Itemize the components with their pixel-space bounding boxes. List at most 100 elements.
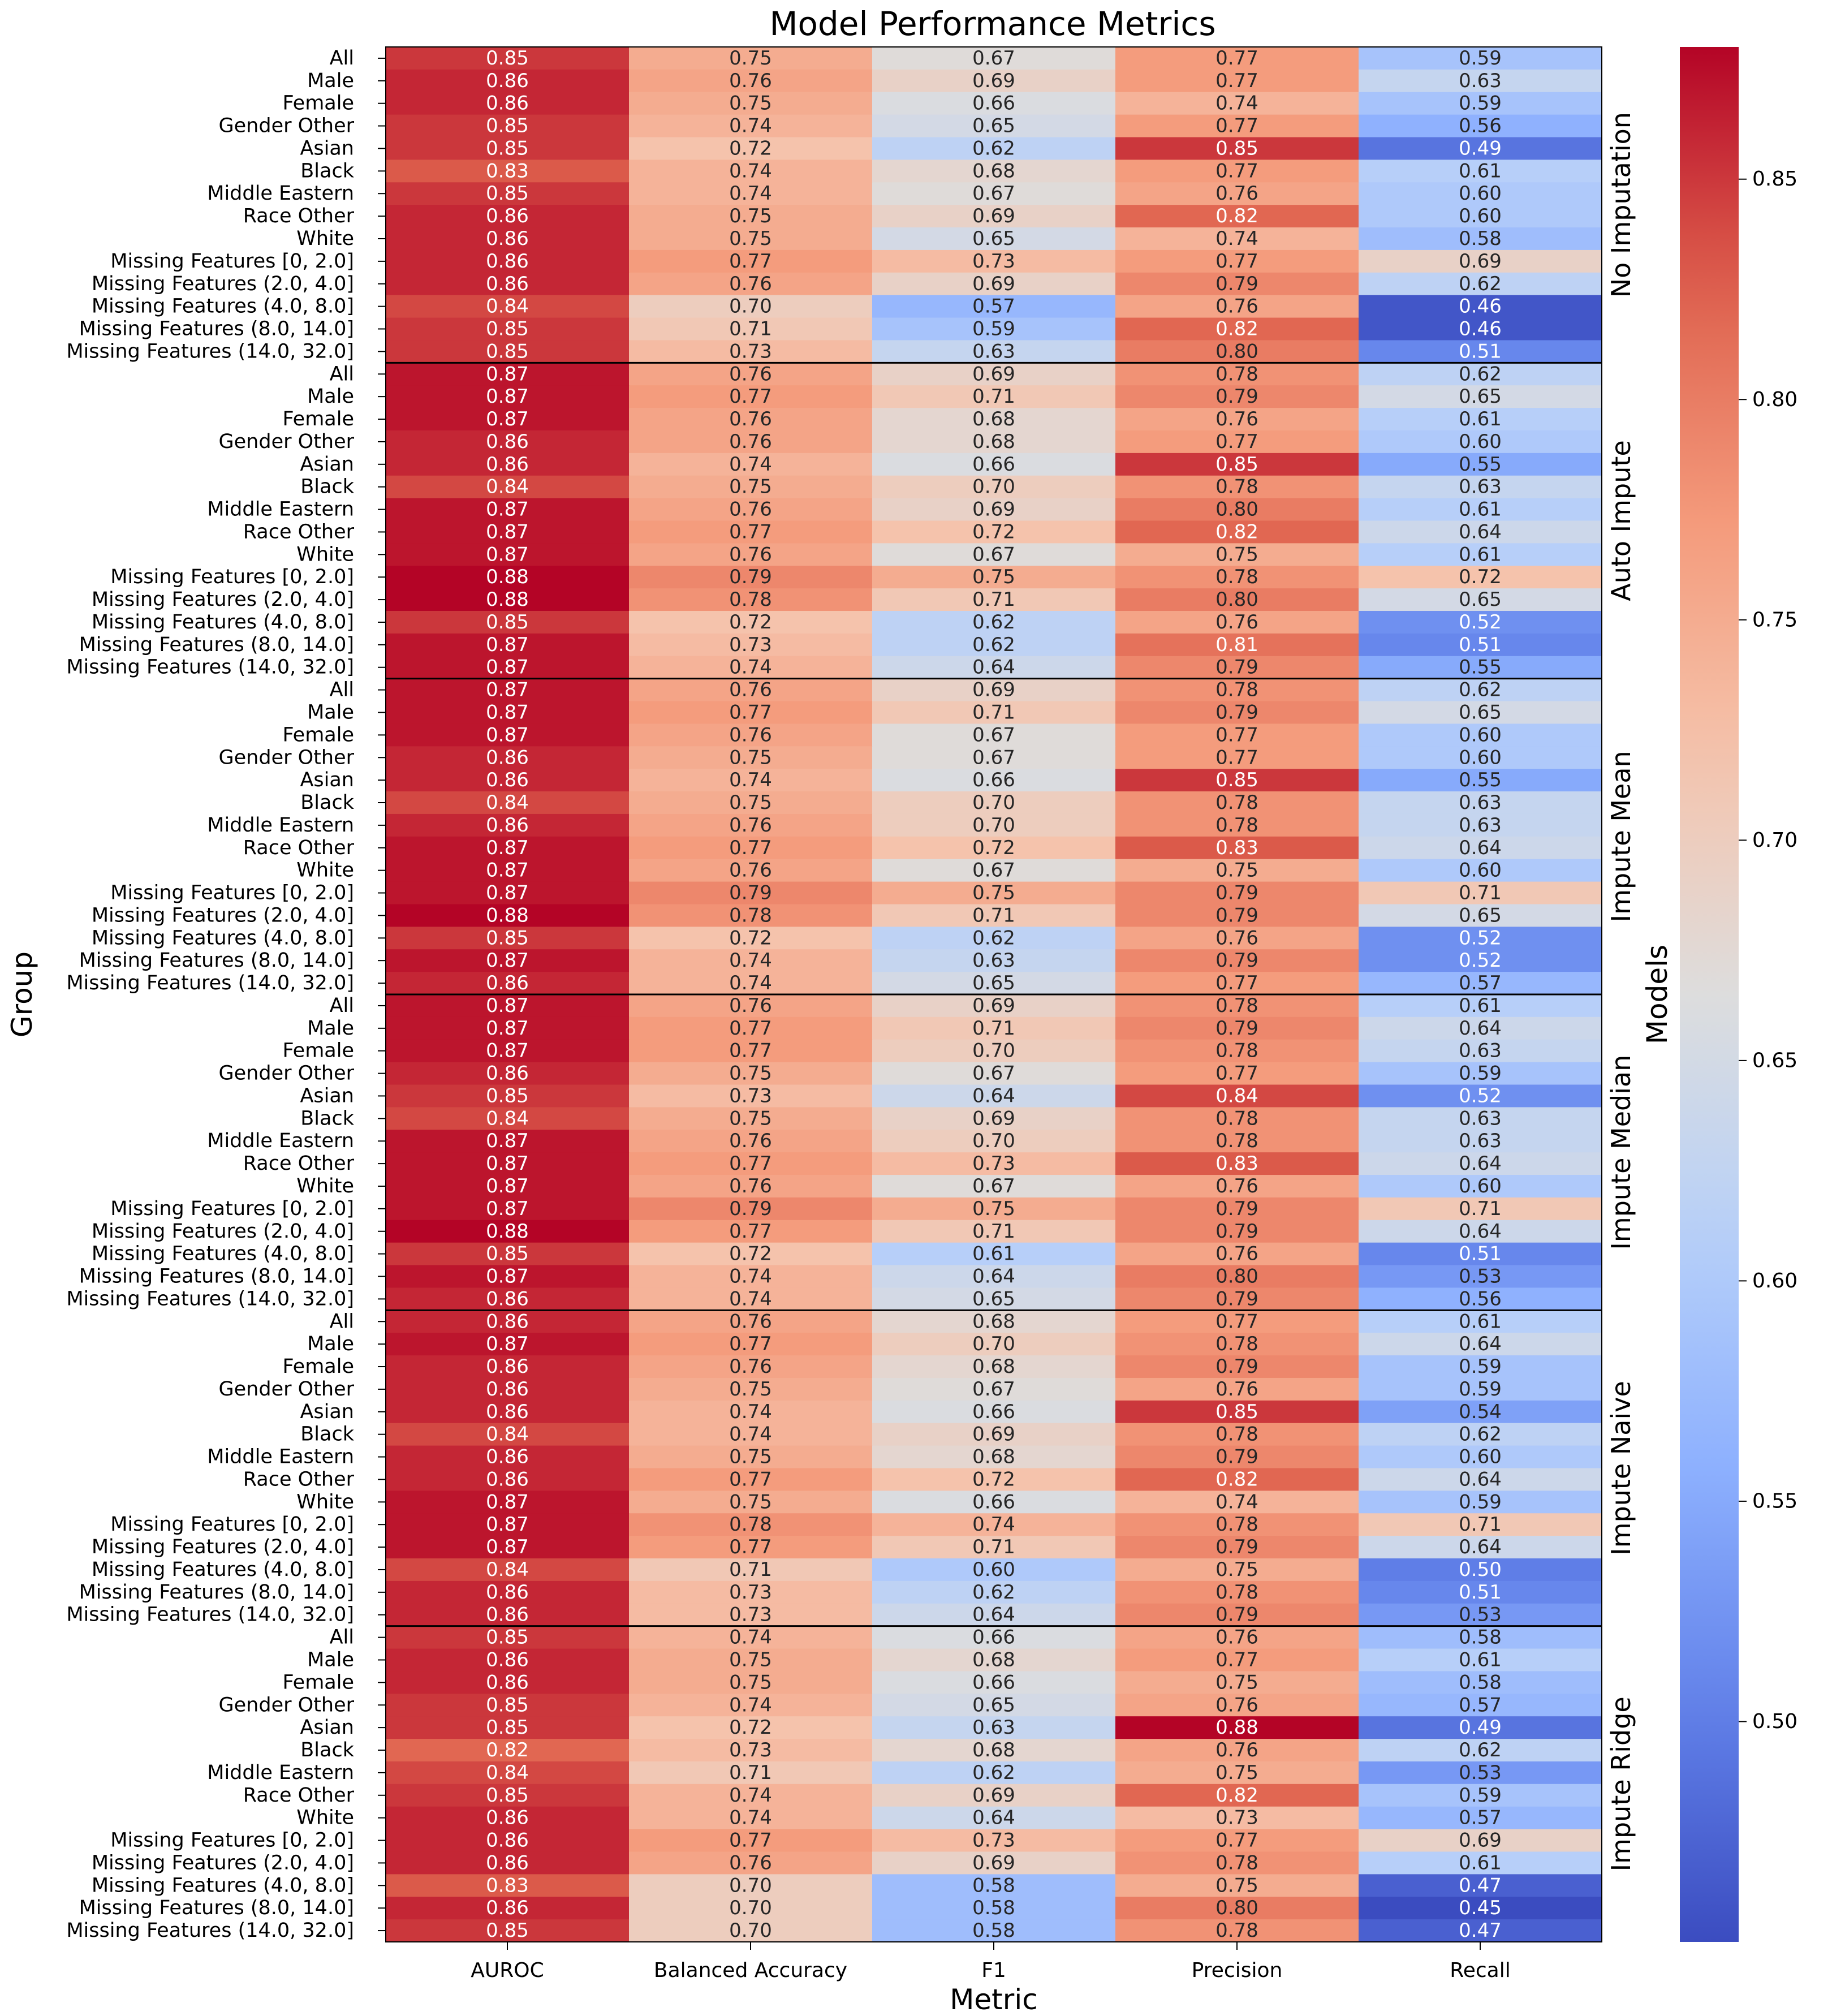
cell-value-label: 0.87 <box>486 859 529 882</box>
heatmap-cell <box>386 1220 630 1243</box>
heatmap-cell <box>872 904 1116 927</box>
group-tick-label: Missing Features (14.0, 32.0] <box>66 340 354 363</box>
cell-value-label: 0.85 <box>486 47 529 70</box>
heatmap-cell <box>386 1580 630 1604</box>
heatmap-cell <box>386 949 630 972</box>
cell-value-label: 0.60 <box>1459 1446 1502 1468</box>
cell-value-label: 0.77 <box>1215 1648 1258 1671</box>
cell-value-label: 0.77 <box>729 1040 772 1062</box>
heatmap-cell <box>1115 1333 1359 1356</box>
cell-value-label: 0.76 <box>1215 1739 1258 1761</box>
cell-value-label: 0.79 <box>1215 701 1258 723</box>
cell-value-label: 0.77 <box>729 1220 772 1243</box>
heatmap-cell <box>872 859 1116 882</box>
heatmap-cell <box>872 813 1116 837</box>
heatmap-cell <box>386 1558 630 1582</box>
cell-value-label: 0.86 <box>486 70 529 92</box>
heatmap-cell <box>629 1175 873 1198</box>
heatmap-cell <box>1359 1287 1602 1311</box>
cell-value-label: 0.64 <box>1459 1536 1502 1558</box>
cell-value-label: 0.75 <box>1215 859 1258 882</box>
group-tick-label: All <box>330 1310 354 1333</box>
heatmap-cell <box>386 859 630 882</box>
cell-value-label: 0.79 <box>729 1197 772 1220</box>
heatmap-cell <box>629 363 873 386</box>
cell-value-label: 0.71 <box>729 1761 772 1784</box>
cell-value-label: 0.87 <box>486 1017 529 1040</box>
cell-value-label: 0.78 <box>1215 476 1258 498</box>
cell-value-label: 0.74 <box>729 1694 772 1716</box>
heatmap-cell <box>1115 227 1359 251</box>
heatmap-cell <box>386 746 630 769</box>
heatmap-cell <box>1359 1761 1602 1785</box>
heatmap-cell <box>872 1536 1116 1559</box>
cell-value-label: 0.53 <box>1459 1604 1502 1626</box>
heatmap-cell <box>629 949 873 972</box>
heatmap-cell <box>629 1084 873 1108</box>
heatmap-cell <box>629 47 873 70</box>
cell-value-label: 0.47 <box>1459 1919 1502 1942</box>
heatmap-cell <box>1359 927 1602 950</box>
heatmap-cell <box>629 430 873 454</box>
heatmap-cell <box>1115 1694 1359 1717</box>
cell-value-label: 0.79 <box>1215 904 1258 927</box>
heatmap-cell <box>1359 543 1602 566</box>
heatmap-cell <box>1115 272 1359 296</box>
cell-value-label: 0.87 <box>486 1175 529 1197</box>
cell-value-label: 0.69 <box>972 994 1015 1017</box>
cell-value-label: 0.72 <box>972 520 1015 543</box>
heatmap-cell <box>872 317 1116 341</box>
heatmap-cell <box>386 249 630 273</box>
cell-value-label: 0.68 <box>972 430 1015 453</box>
cell-value-label: 0.70 <box>729 1919 772 1942</box>
group-tick-label: White <box>296 1175 354 1197</box>
heatmap-cell <box>1359 1468 1602 1491</box>
heatmap-cell <box>1115 430 1359 454</box>
cell-value-label: 0.64 <box>1459 1333 1502 1355</box>
colorbar-tick-label: 0.85 <box>1752 167 1797 191</box>
heatmap-cell <box>1359 566 1602 589</box>
heatmap-cell <box>629 881 873 905</box>
heatmap-cell <box>386 1130 630 1153</box>
heatmap-cell <box>386 430 630 454</box>
heatmap-cell <box>629 588 873 611</box>
heatmap-cell <box>386 1084 630 1108</box>
cell-value-label: 0.76 <box>1215 1243 1258 1265</box>
cell-value-label: 0.68 <box>972 1446 1015 1468</box>
cell-value-label: 0.78 <box>1215 1851 1258 1874</box>
cell-value-label: 0.62 <box>1459 1739 1502 1761</box>
cell-value-label: 0.62 <box>972 137 1015 160</box>
heatmap-cell <box>1359 227 1602 251</box>
metric-tick-label: Precision <box>1192 1959 1283 1982</box>
cell-value-label: 0.78 <box>1215 1919 1258 1942</box>
heatmap-cell <box>872 791 1116 815</box>
heatmap-cell <box>872 1152 1116 1175</box>
heatmap-cell <box>629 791 873 815</box>
heatmap-cell <box>629 633 873 657</box>
cell-value-label: 0.79 <box>1215 656 1258 679</box>
cell-value-label: 0.87 <box>486 1152 529 1175</box>
group-tick-label: All <box>330 994 354 1017</box>
heatmap-cell <box>386 1874 630 1897</box>
heatmap-cell <box>629 1220 873 1243</box>
heatmap-cell <box>386 340 630 363</box>
cell-value-label: 0.77 <box>729 1829 772 1852</box>
cell-value-label: 0.60 <box>1459 746 1502 769</box>
cell-value-label: 0.60 <box>972 1558 1015 1581</box>
group-tick-label: Middle Eastern <box>207 1446 354 1468</box>
heatmap-cell <box>386 1761 630 1785</box>
cell-value-label: 0.74 <box>729 1807 772 1829</box>
cell-value-label: 0.77 <box>729 385 772 408</box>
cell-value-label: 0.84 <box>486 791 529 814</box>
cell-value-label: 0.87 <box>486 408 529 430</box>
heatmap-cell <box>1359 1130 1602 1153</box>
cell-value-label: 0.79 <box>1215 1536 1258 1558</box>
cell-value-label: 0.62 <box>972 1581 1015 1604</box>
heatmap-cell <box>1115 1806 1359 1830</box>
heatmap-cell <box>1359 160 1602 183</box>
group-tick-label: Missing Features (8.0, 14.0] <box>79 634 354 656</box>
cell-value-label: 0.67 <box>972 723 1015 746</box>
heatmap-cell <box>1115 1355 1359 1379</box>
heatmap-cell <box>1115 249 1359 273</box>
